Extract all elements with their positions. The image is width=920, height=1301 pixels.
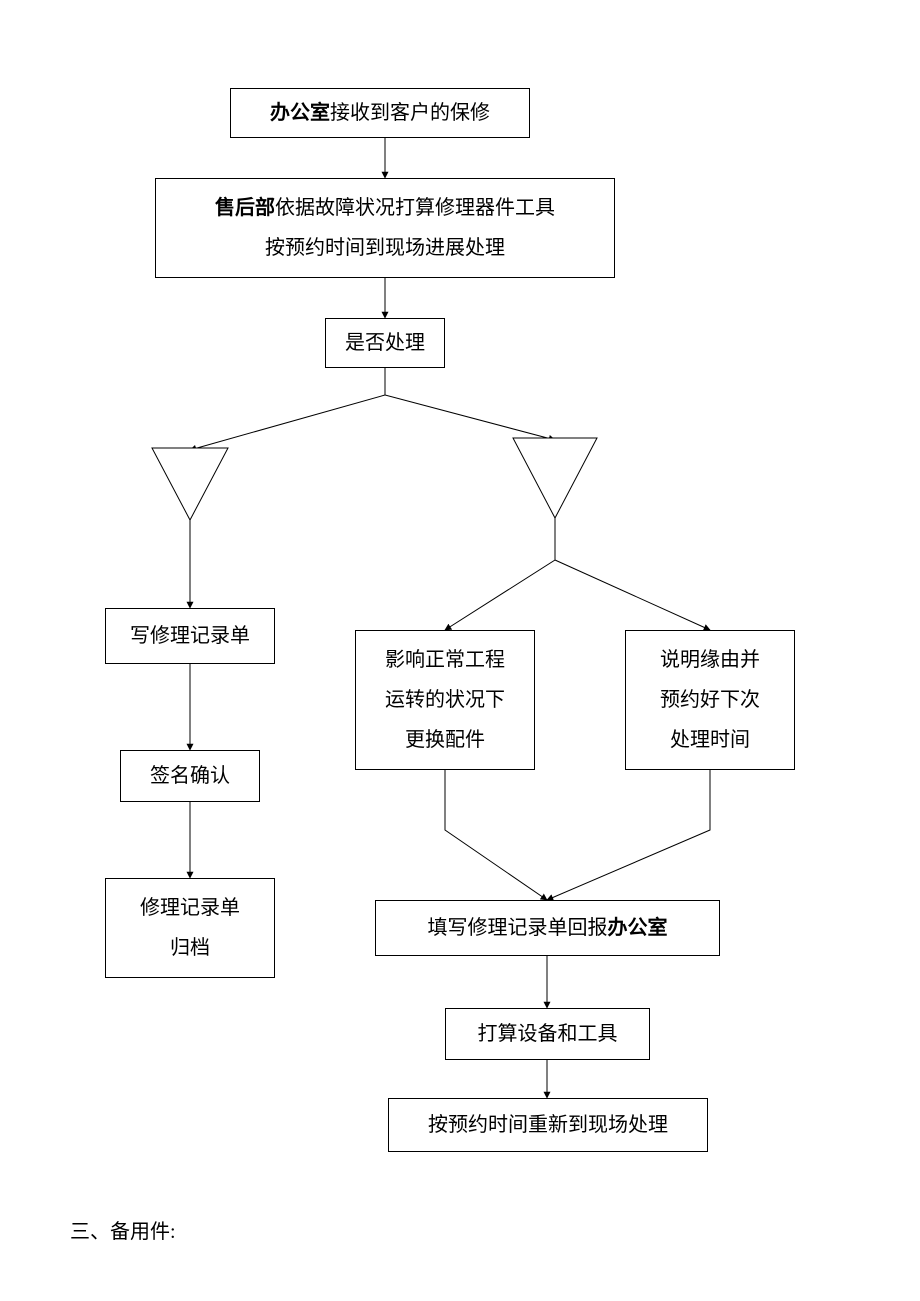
node-write-record: 写修理记录单 [105, 608, 275, 664]
node-text: 是否处理 [345, 323, 425, 363]
edge-9 [445, 770, 547, 900]
node-line2: 预约好下次 [660, 680, 760, 720]
node-line3: 更换配件 [405, 720, 485, 760]
node-line1: 影响正常工程 [385, 640, 505, 680]
edge-7 [445, 518, 555, 630]
decision-yes-triangle [152, 448, 228, 520]
edge-8 [555, 518, 710, 630]
node-line1: 售后部依据故障状况打算修理器件工具 [215, 188, 555, 228]
node-text: 写修理记录单 [130, 616, 250, 656]
node-text: 签名确认 [150, 756, 230, 796]
node-prepare-tools: 打算设备和工具 [445, 1008, 650, 1060]
node-line1: 说明缘由并 [660, 640, 760, 680]
node-line2: 运转的状况下 [385, 680, 505, 720]
node-text: 办公室接收到客户的保修 [270, 93, 490, 133]
edge-10 [547, 770, 710, 900]
node-replace-parts: 影响正常工程 运转的状况下 更换配件 [355, 630, 535, 770]
node-text: 打算设备和工具 [478, 1014, 618, 1054]
edge-3 [385, 368, 555, 440]
node-text: 填写修理记录单回报办公室 [428, 908, 668, 948]
edge-2 [190, 368, 385, 450]
decision-yes-label: 是 [170, 460, 210, 480]
decision-no-label: 否 [535, 452, 575, 472]
node-sign-confirm: 签名确认 [120, 750, 260, 802]
node-archive: 修理记录单 归档 [105, 878, 275, 978]
footer-heading: 三、备用件: [70, 1215, 176, 1244]
node-line2: 按预约时间到现场进展处理 [265, 228, 505, 268]
node-line3: 处理时间 [670, 720, 750, 760]
node-explain-reschedule: 说明缘由并 预约好下次 处理时间 [625, 630, 795, 770]
node-report-office: 填写修理记录单回报办公室 [375, 900, 720, 956]
node-line1: 修理记录单 [140, 888, 240, 928]
flowchart-canvas: 办公室接收到客户的保修 售后部依据故障状况打算修理器件工具 按预约时间到现场进展… [0, 0, 920, 1301]
node-aftersales-prepare: 售后部依据故障状况打算修理器件工具 按预约时间到现场进展处理 [155, 178, 615, 278]
decision-no-triangle [513, 438, 597, 518]
node-text: 按预约时间重新到现场处理 [428, 1105, 668, 1145]
node-is-handled: 是否处理 [325, 318, 445, 368]
node-receive-warranty: 办公室接收到客户的保修 [230, 88, 530, 138]
node-return-site: 按预约时间重新到现场处理 [388, 1098, 708, 1152]
node-line2: 归档 [170, 928, 210, 968]
